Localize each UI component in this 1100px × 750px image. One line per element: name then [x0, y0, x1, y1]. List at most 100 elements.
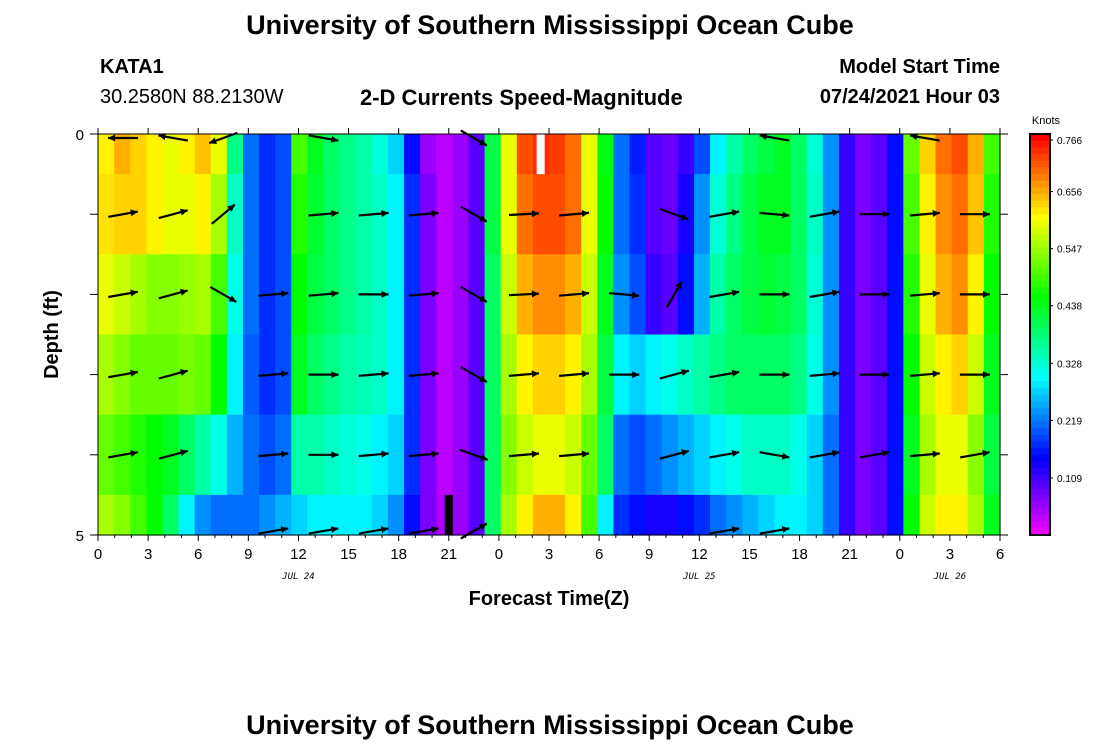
- current-arrowhead: [209, 137, 217, 144]
- current-arrowhead: [731, 526, 740, 534]
- heatmap-cell: [146, 254, 164, 336]
- heatmap-cell: [291, 134, 308, 175]
- heatmap-cell: [500, 134, 518, 175]
- colorbar-segment: [1030, 414, 1050, 422]
- current-arrowhead: [130, 369, 138, 377]
- colorbar-segment: [1030, 341, 1050, 349]
- colorbar-segment: [1030, 347, 1050, 356]
- heatmap-cell: [242, 254, 260, 336]
- current-arrowhead: [681, 369, 689, 376]
- x-tick-label: 12: [290, 546, 307, 563]
- heatmap-cell: [516, 134, 534, 175]
- heatmap-cell: [951, 414, 969, 496]
- colorbar-segment: [1030, 394, 1050, 402]
- colorbar-segment: [1030, 387, 1050, 396]
- colorbar-tick-label: 0.656: [1057, 188, 1082, 199]
- colorbar-segment: [1030, 528, 1050, 536]
- heatmap-cell: [903, 134, 921, 175]
- heatmap-cell: [98, 254, 115, 336]
- current-arrowhead: [882, 450, 890, 457]
- heatmap-cell: [935, 174, 953, 255]
- current-arrowhead: [431, 290, 439, 298]
- heatmap-cell: [806, 494, 824, 536]
- heatmap-cell: [339, 134, 357, 175]
- heatmap-cell: [581, 494, 598, 536]
- heatmap-cell: [549, 134, 566, 175]
- heatmap-cell: [710, 494, 727, 536]
- colorbar-segment: [1030, 274, 1050, 282]
- colorbar-segment: [1030, 474, 1050, 483]
- current-arrowhead: [228, 295, 237, 302]
- heatmap-cell: [339, 334, 357, 416]
- heatmap-cell: [677, 414, 695, 496]
- current-arrowhead: [831, 209, 840, 217]
- heatmap-cell: [339, 494, 357, 536]
- colorbar-tick-label: 0.438: [1057, 302, 1082, 313]
- current-arrowhead: [330, 526, 339, 534]
- heatmap-cell: [452, 334, 470, 416]
- heatmap-cell: [742, 494, 759, 536]
- current-arrowhead: [108, 134, 116, 142]
- heatmap-cell: [693, 334, 711, 416]
- colorbar-segment: [1030, 194, 1050, 202]
- colorbar-segment: [1030, 260, 1050, 269]
- heatmap-cell: [371, 494, 389, 536]
- heatmap-cell: [645, 174, 663, 255]
- heatmap-cell: [291, 334, 308, 416]
- heatmap-cell: [549, 334, 566, 416]
- current-arrowhead: [130, 209, 138, 217]
- heatmap-cell: [532, 414, 550, 496]
- heatmap-cell: [935, 414, 953, 496]
- current-arrowhead: [982, 371, 990, 379]
- heatmap-cell: [790, 494, 808, 536]
- heatmap-cell: [726, 494, 743, 536]
- heatmap-cell: [387, 414, 405, 496]
- x-tick-label: 9: [244, 546, 252, 563]
- current-arrowhead: [882, 371, 890, 379]
- current-arrowhead: [982, 290, 990, 298]
- current-arrowhead: [581, 210, 589, 217]
- heatmap-cell: [919, 494, 937, 536]
- x-tick-label: 3: [545, 546, 553, 563]
- heatmap-cell: [130, 134, 147, 175]
- heatmap-cell: [855, 134, 872, 175]
- heatmap-cell: [355, 494, 373, 536]
- heatmap-cell: [935, 134, 953, 175]
- heatmap-cell: [838, 134, 856, 175]
- colorbar-segment: [1030, 327, 1050, 336]
- heatmap-cell: [838, 494, 856, 536]
- heatmap-cell: [226, 134, 244, 175]
- current-arrowhead: [130, 289, 138, 297]
- current-arrowhead: [158, 133, 166, 141]
- heatmap-cell: [597, 414, 615, 496]
- current-arrowhead: [180, 208, 188, 216]
- heatmap-cell: [645, 334, 663, 416]
- current-arrowhead: [982, 450, 990, 457]
- colorbar-segment: [1030, 140, 1050, 148]
- heatmap-cell: [146, 174, 164, 255]
- heatmap-cell: [887, 334, 904, 416]
- heatmap-cell: [935, 334, 953, 416]
- heatmap-cell: [339, 254, 357, 336]
- colorbar-segment: [1030, 401, 1050, 409]
- heatmap-cell: [565, 134, 582, 175]
- heatmap-cell: [661, 254, 679, 336]
- current-arrowhead: [330, 135, 339, 143]
- heatmap-cell: [130, 334, 147, 416]
- heatmap-cell: [983, 494, 1001, 536]
- heatmap-cell: [565, 494, 582, 536]
- x-tick-label: 15: [340, 546, 357, 563]
- heatmap-cell: [597, 134, 615, 175]
- heatmap-cell: [726, 134, 743, 175]
- current-arrowhead: [431, 210, 439, 217]
- heatmap-cell: [710, 134, 727, 175]
- current-arrowhead: [782, 211, 790, 219]
- colorbar-segment: [1030, 454, 1050, 463]
- heatmap-cell: [645, 414, 663, 496]
- heatmap-cell: [758, 414, 776, 496]
- heatmap-cell: [468, 334, 486, 416]
- current-arrowhead: [731, 450, 740, 457]
- heatmap-cell: [967, 494, 985, 536]
- colorbar-segment: [1030, 367, 1050, 376]
- x-tick-label: 21: [841, 546, 858, 563]
